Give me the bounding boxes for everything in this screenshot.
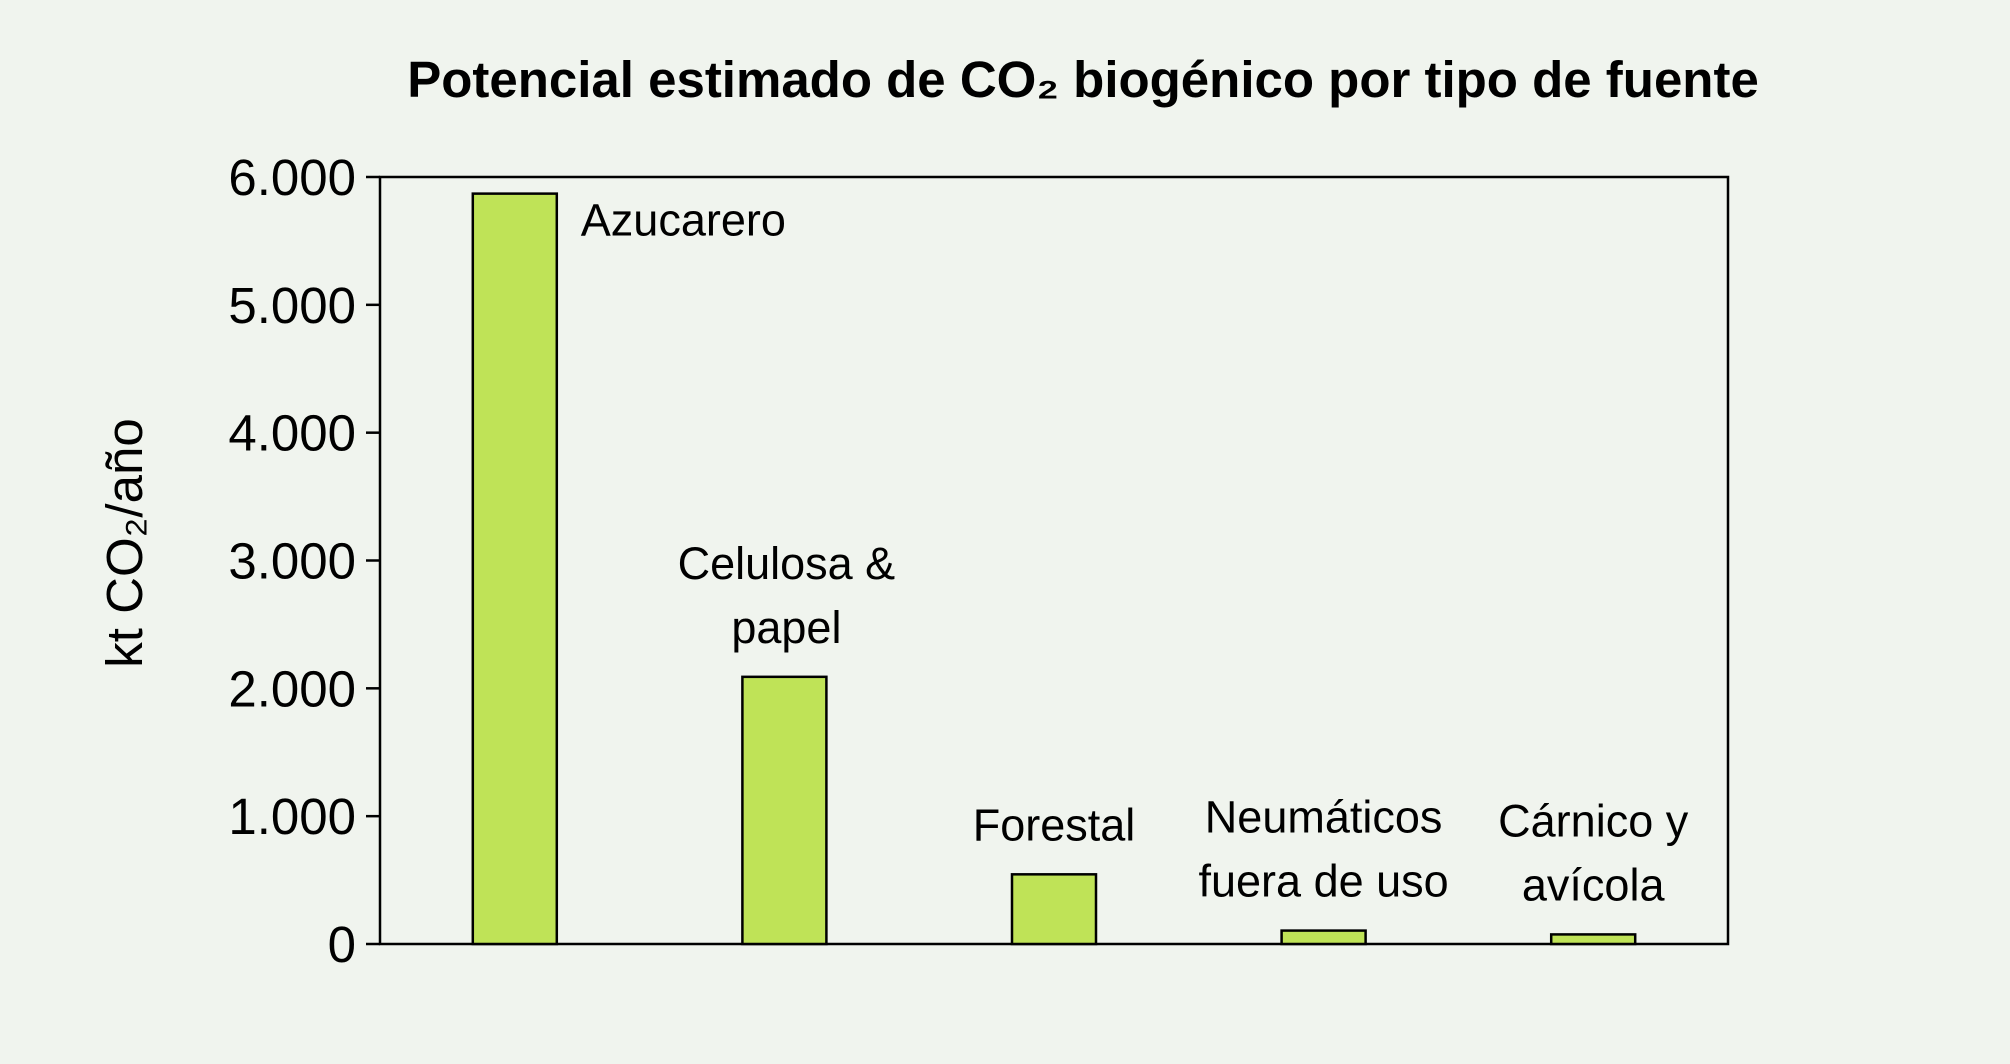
bar-label-line: Forestal — [973, 799, 1136, 850]
y-axis-label: kt CO₂/año — [96, 418, 153, 667]
y-tick-label: 4.000 — [228, 405, 356, 462]
bar — [741, 675, 828, 946]
bars — [471, 192, 1637, 946]
y-axis: 0 1.000 2.000 3.000 4.000 5.000 6.000 — [228, 149, 380, 973]
bar-label: Neumáticos fuera de uso — [1199, 792, 1449, 907]
bar-label-line: fuera de uso — [1199, 856, 1449, 907]
bar-label: Celulosa & papel — [678, 538, 896, 653]
bar — [1549, 933, 1637, 946]
bar — [1010, 873, 1098, 946]
bar-label-line: Azucarero — [581, 195, 786, 246]
bar — [471, 192, 559, 946]
bar — [1280, 929, 1367, 946]
bar-label-line: papel — [731, 602, 841, 653]
y-tick-label: 6.000 — [228, 149, 356, 206]
bar-label: Forestal — [973, 799, 1136, 850]
bar-label: Cárnico y avícola — [1498, 795, 1689, 910]
bar-label-line: Cárnico y — [1498, 795, 1689, 846]
y-tick-label: 3.000 — [228, 533, 356, 590]
bar-label: Azucarero — [581, 195, 786, 246]
bar-label-line: avícola — [1522, 859, 1666, 910]
y-tick-label: 5.000 — [228, 277, 356, 334]
bar-label-line: Neumáticos — [1205, 792, 1443, 843]
y-tick-label: 0 — [328, 916, 356, 973]
bar-labels: Azucarero Celulosa & papel Forestal Neumátic… — [581, 195, 1689, 911]
y-tick-label: 2.000 — [228, 660, 356, 717]
chart-title: Potencial estimado de CO₂ biogénico por … — [407, 51, 1759, 108]
y-tick-label: 1.000 — [228, 788, 356, 845]
bar-label-line: Celulosa & — [678, 538, 896, 589]
